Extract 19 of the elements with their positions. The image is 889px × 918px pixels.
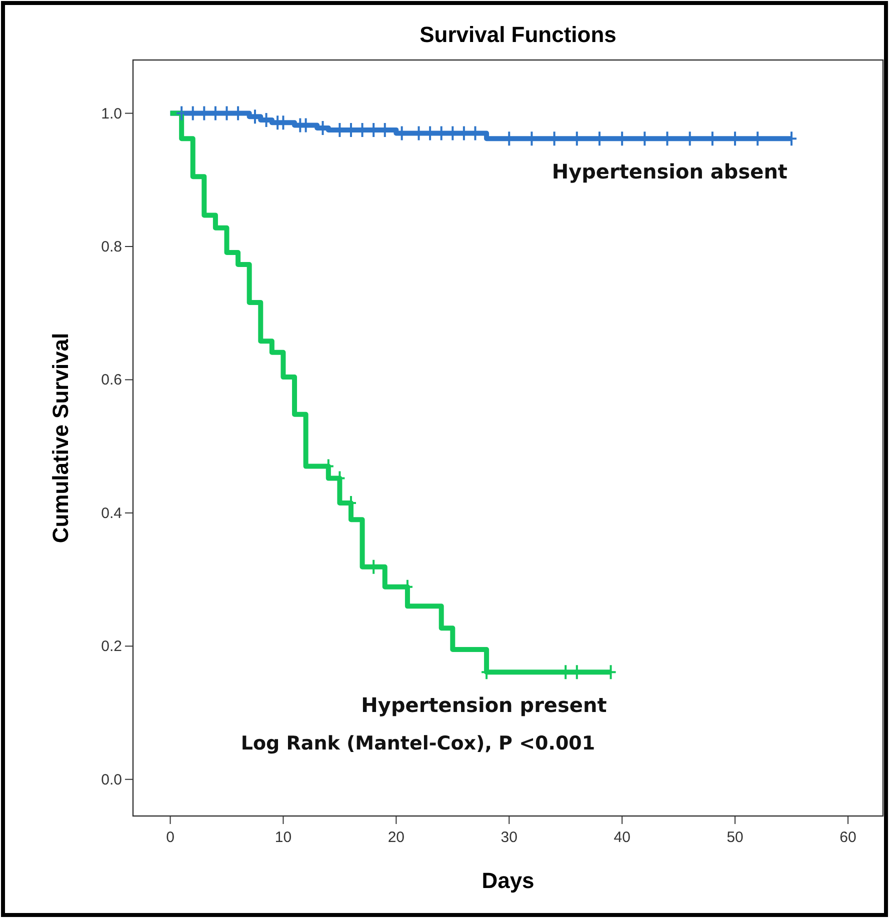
y-tick-label: 0.0 — [101, 771, 122, 788]
x-tick-label: 60 — [840, 829, 856, 846]
x-tick-label: 0 — [166, 829, 174, 846]
y-tick-label: 1.0 — [101, 105, 122, 122]
x-tick-label: 30 — [500, 829, 518, 846]
x-tick-label: 20 — [388, 829, 405, 846]
x-tick-label: 10 — [274, 829, 292, 846]
y-axis-title: Cumulative Survival — [48, 332, 73, 544]
y-tick-label: 0.6 — [101, 372, 122, 389]
series-label: Hypertension present — [361, 693, 608, 718]
chart-title: Survival Functions — [420, 22, 616, 47]
y-tick-label: 0.8 — [101, 238, 122, 256]
x-axis-title: Days — [482, 868, 534, 893]
x-tick-label: 40 — [614, 829, 630, 846]
y-tick-label: 0.2 — [101, 638, 122, 656]
annotation: Log Rank (Mantel-Cox), P <0.001 — [240, 732, 596, 754]
series-label: Hypertension absent — [552, 160, 788, 184]
x-tick-label: 50 — [726, 829, 744, 846]
y-tick-label: 0.4 — [101, 504, 122, 522]
